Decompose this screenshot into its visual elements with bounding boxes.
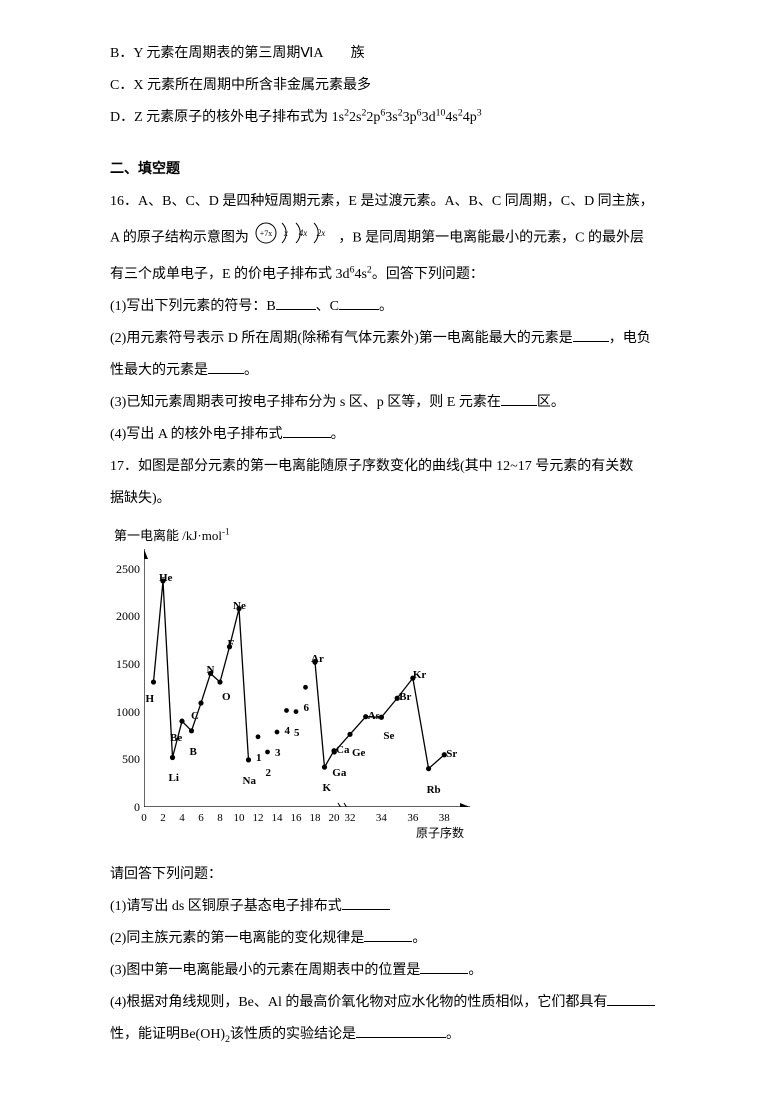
q17-p3-b: 。 [468,963,482,978]
option-d-formula: 1s22s22p63s23p63d104s24p3 [332,110,482,125]
blank [208,359,244,374]
q16-p2-d: 。 [244,363,258,378]
q16-intro: 16．A、B、C、D 是四种短周期元素，E 是过渡元素。A、B、C 同周期，C、… [110,188,680,216]
blank [339,295,379,310]
q16-l2-pre: A 的原子结构示意图为 [110,231,249,246]
blank [283,423,331,438]
blank [342,895,390,910]
q17-p2: (2)同主族元素的第一电离能的变化规律是 。 [110,925,680,953]
q17-p4b-pre: 性，能证明 [110,1027,180,1042]
chart-y-axis: 05001000150020002500 [110,549,144,807]
q17-p4-c: 。 [446,1027,460,1042]
ionization-energy-chart: 第一电离能 /kJ·mol-1 05001000150020002500 HHe… [110,523,470,845]
q16-p2-a: (2)用元素符号表示 D 所在周期(除稀有气体元素外)第一电离能最大的元素是 [110,331,573,346]
q17-p4-a: (4)根据对角线规则，Be、Al 的最高价氧化物对应水化物的性质相似，它们都具有 [110,995,607,1010]
svg-text:x: x [283,228,288,238]
q16-p2a: (2)用元素符号表示 D 所在周期(除稀有气体元素外)第一电离能最大的元素是 ，电… [110,325,680,353]
atom-structure-icon: +7x x 4x 2x [254,220,336,257]
q16-p2b: 性最大的元素是 。 [110,357,680,385]
q16-l3-a: 有三个成单电子，E 的价电子排布式 3d [110,267,350,282]
q16-p2-c: 性最大的元素是 [110,363,208,378]
q16-l2-post: ，B 是同周期第一电离能最小的元素，C 的最外层 [338,231,644,246]
q17-p4b: 性，能证明Be(OH)2该性质的实验结论是。 [110,1021,680,1049]
q16-l3: 有三个成单电子，E 的价电子排布式 3d64s2。回答下列问题： [110,261,680,289]
q16-l3-c: 。回答下列问题： [372,267,484,282]
q16-p1-a: (1)写出下列元素的符号：B [110,299,276,314]
q17-p4a: (4)根据对角线规则，Be、Al 的最高价氧化物对应水化物的性质相似，它们都具有 [110,989,680,1017]
q16-p4: (4)写出 A 的核外电子排布式 。 [110,421,680,449]
blank [501,391,537,406]
q17-p4b-post: 该性质的实验结论是 [230,1027,356,1042]
q17-p4-formula: Be(OH) [180,1027,225,1042]
q16-p2-b: ，电负 [609,331,651,346]
q17-p1-text: (1)请写出 ds 区铜原子基态电子排布式 [110,899,342,914]
blank [573,327,609,342]
q17-p2-a: (2)同主族元素的第一电离能的变化规律是 [110,931,364,946]
svg-text:2x: 2x [317,228,326,238]
page: B．Y 元素在周期表的第三周期ⅥA 族 C．X 元素所在周期中所含非金属元素最多… [0,0,780,1103]
chart-plot-area: HHeLiBeBCNOFNeNaArKCaGaGeAsSeBrKrRbSr123… [144,549,470,807]
section-2-title: 二、填空题 [110,156,680,184]
blank [276,295,316,310]
svg-text:+7x: +7x [260,229,273,238]
q16-p1-c: 。 [379,299,393,314]
q17-p3-a: (3)图中第一电离能最小的元素在周期表中的位置是 [110,963,420,978]
q17-p3: (3)图中第一电离能最小的元素在周期表中的位置是 。 [110,957,680,985]
chart-ylabel-text: 第一电离能 /kJ·mol [114,528,222,543]
q16-l3-b: 4s [354,267,366,282]
q16-p4-a: (4)写出 A 的核外电子排布式 [110,427,283,442]
blank [420,959,468,974]
blank [356,1023,446,1038]
q16-p3-a: (3)已知元素周期表可按电子排布分为 s 区、p 区等，则 E 元素在 [110,395,501,410]
q17-p2-b: 。 [412,931,426,946]
option-d: D．Z 元素原子的核外电子排布式为 1s22s22p63s23p63d104s2… [110,104,680,132]
chart-ylabel: 第一电离能 /kJ·mol-1 [114,523,470,549]
q17-l1: 17．如图是部分元素的第一电离能随原子序数变化的曲线(其中 12~17 号元素的… [110,453,680,481]
chart-x-axis: 0246810121416182032343638 [144,807,470,821]
q16-p3-b: 区。 [537,395,565,410]
blank [607,991,655,1006]
q16-p1: (1)写出下列元素的符号：B 、C 。 [110,293,680,321]
q16-l2: A 的原子结构示意图为 +7x x 4x 2x ，B 是同周期第一电离能最小的元… [110,220,680,257]
option-d-prefix: D．Z 元素原子的核外电子排布式为 [110,110,332,125]
q16-p4-b: 。 [331,427,345,442]
option-c: C．X 元素所在周期中所含非金属元素最多 [110,72,680,100]
q16-p1-b: 、C [316,299,339,314]
q17-p1: (1)请写出 ds 区铜原子基态电子排布式 [110,893,680,921]
blank [364,927,412,942]
q17-l2: 据缺失)。 [110,485,680,513]
q16-p3: (3)已知元素周期表可按电子排布分为 s 区、p 区等，则 E 元素在 区。 [110,389,680,417]
svg-text:4x: 4x [299,228,308,238]
option-b: B．Y 元素在周期表的第三周期ⅥA 族 [110,40,680,68]
q17-after: 请回答下列问题： [110,861,680,889]
